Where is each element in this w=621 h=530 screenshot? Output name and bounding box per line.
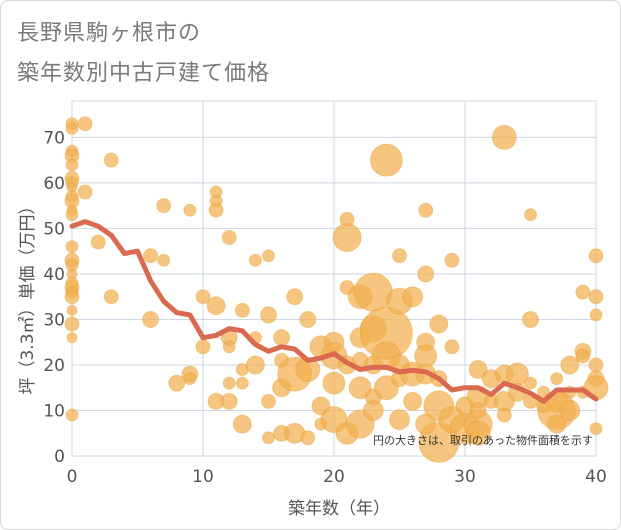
data-point: [103, 152, 119, 168]
data-point: [588, 357, 604, 373]
data-point: [575, 348, 591, 364]
x-axis-ticks: 0 10 20 30 40: [67, 467, 607, 487]
y-tick-label: 10: [43, 401, 65, 421]
data-point: [260, 306, 277, 324]
data-point: [522, 310, 539, 328]
chart-title-line2: 築年数別中古戸建て価格: [17, 61, 271, 86]
data-point: [195, 339, 211, 355]
x-axis-label: 築年数（年）: [288, 499, 390, 519]
y-tick-label: 60: [43, 174, 65, 194]
data-point: [353, 272, 393, 312]
data-point: [547, 414, 567, 434]
data-point: [65, 408, 79, 422]
data-point: [418, 202, 434, 218]
x-tick-label: 0: [67, 467, 78, 487]
y-axis-label: 坪（3.3㎡）単価（万円）: [18, 197, 38, 394]
data-point: [195, 289, 211, 305]
data-point: [491, 124, 517, 150]
data-point: [65, 208, 79, 222]
data-point: [300, 430, 316, 446]
size-note: 円の大きさは、取引のあった物件面積を示す: [373, 433, 593, 447]
data-point: [143, 248, 159, 264]
data-point: [389, 409, 410, 431]
data-point: [550, 372, 564, 386]
y-tick-label: 40: [43, 265, 65, 285]
data-point: [103, 289, 119, 305]
data-point: [65, 158, 79, 172]
data-point: [559, 399, 581, 421]
data-point: [332, 223, 362, 253]
data-point: [234, 302, 250, 318]
data-point: [273, 329, 291, 347]
data-point: [262, 431, 275, 445]
data-point: [362, 399, 384, 421]
x-tick-label: 20: [323, 467, 345, 487]
data-point: [222, 376, 236, 390]
data-point: [64, 289, 80, 305]
data-point: [248, 253, 262, 267]
data-point: [402, 286, 424, 308]
y-axis-ticks: 0 10 20 30 40 50 60 70: [43, 128, 65, 467]
data-point: [245, 355, 265, 375]
data-point: [77, 116, 93, 132]
data-point: [66, 332, 78, 344]
data-point: [444, 252, 460, 268]
data-point: [183, 203, 197, 217]
data-point: [322, 371, 346, 395]
data-point: [589, 422, 603, 436]
chart-title-line1: 長野県駒ヶ根市の: [17, 21, 202, 46]
data-point: [156, 198, 172, 214]
data-point: [403, 391, 423, 411]
data-point: [261, 393, 276, 409]
data-point: [429, 314, 449, 334]
data-point: [524, 376, 537, 390]
x-tick-label: 30: [454, 467, 476, 487]
data-point: [392, 248, 407, 264]
data-point: [183, 372, 197, 386]
data-point: [142, 310, 160, 328]
y-tick-label: 0: [54, 447, 65, 467]
data-point: [444, 339, 460, 355]
data-point: [496, 407, 512, 423]
data-point: [588, 248, 604, 264]
data-point: [524, 208, 537, 222]
data-point: [65, 121, 79, 135]
data-point: [66, 304, 78, 316]
data-point: [157, 253, 171, 267]
y-tick-label: 30: [43, 310, 65, 330]
data-point: [414, 344, 438, 368]
y-tick-label: 70: [43, 128, 65, 148]
data-point: [208, 202, 224, 218]
data-point: [64, 316, 80, 332]
data-point: [468, 360, 488, 380]
data-point: [221, 230, 237, 246]
data-point: [286, 288, 304, 306]
data-point: [465, 420, 491, 446]
data-point: [168, 374, 186, 392]
data-point: [235, 376, 249, 390]
data-point: [588, 289, 604, 305]
data-point: [417, 265, 435, 283]
x-tick-label: 40: [585, 467, 607, 487]
data-point: [232, 414, 252, 434]
data-point: [90, 234, 106, 250]
data-point: [220, 392, 238, 410]
data-point: [589, 308, 603, 322]
y-tick-label: 20: [43, 356, 65, 376]
data-point: [299, 310, 317, 328]
y-tick-label: 50: [43, 219, 65, 239]
data-point: [65, 240, 79, 254]
data-point: [262, 249, 275, 263]
data-point: [77, 184, 93, 200]
average-price-line: [69, 219, 599, 404]
data-point: [206, 296, 226, 316]
data-point: [348, 376, 372, 400]
data-point: [222, 340, 236, 354]
data-point: [560, 355, 580, 375]
data-point: [369, 143, 403, 177]
x-tick-label: 10: [192, 467, 214, 487]
data-point: [575, 284, 591, 300]
